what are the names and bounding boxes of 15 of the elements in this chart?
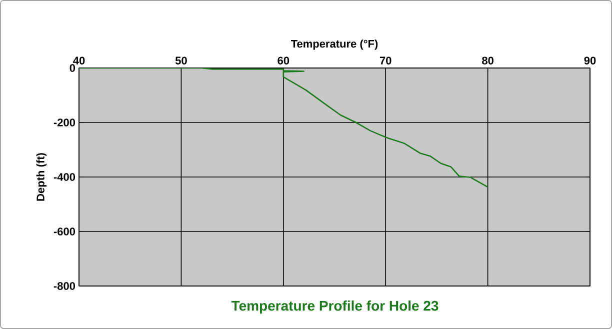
line-series <box>79 68 488 188</box>
text: Temperature Profile for Hole 23 <box>231 300 438 314</box>
x-tick-label: 50 <box>175 56 187 64</box>
y-tick-label: 0 <box>70 64 76 72</box>
y-tick-label: -400 <box>54 173 76 181</box>
x-tick-label: 40 <box>73 56 85 64</box>
x-tick-label: 90 <box>584 56 596 64</box>
y-tick-label: -800 <box>54 282 76 290</box>
x-tick-label: 80 <box>482 56 494 64</box>
x-tick-label: 70 <box>380 56 392 64</box>
y-axis-title: Depth (ft) <box>36 153 47 201</box>
x-axis-title: Temperature (°F) <box>290 40 378 50</box>
y-tick-label: -200 <box>54 118 76 126</box>
y-tick-label: -600 <box>54 228 76 236</box>
x-tick-label: 60 <box>278 56 290 64</box>
